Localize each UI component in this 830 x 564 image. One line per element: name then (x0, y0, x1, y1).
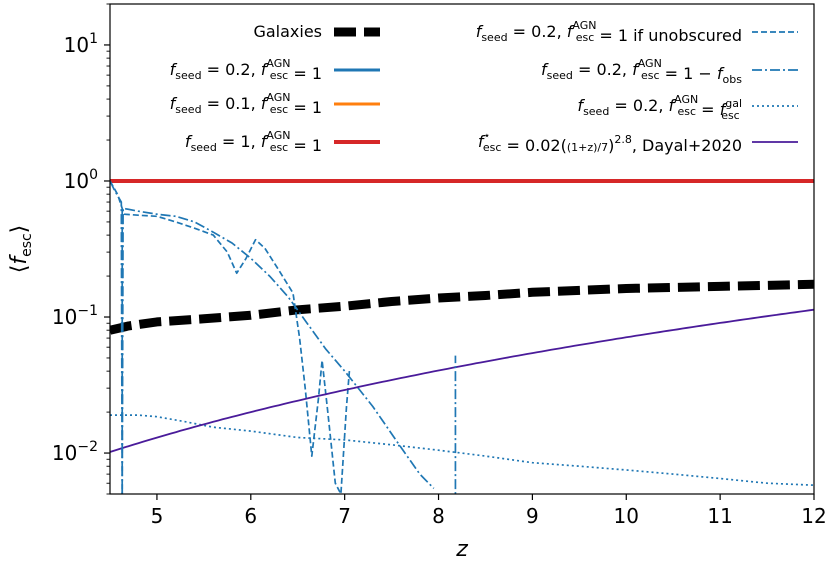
svg-text:⟨fesc⟩: ⟨fesc⟩ (7, 225, 35, 274)
x-tick-label: 10 (614, 504, 639, 528)
legend-label: fseed = 0.2, fAGN esc = 1 (170, 57, 322, 83)
y-tick-label: 100 (64, 167, 98, 193)
series-line-0 (110, 279, 814, 335)
series-layer (110, 179, 814, 494)
legend-label: fseed = 0.2, fAGN esc = 1 if unobscured (476, 19, 742, 45)
legend-entry-5: fseed = 0.2, fAGN esc = 1 − fobs (541, 57, 798, 86)
x-tick-label: 7 (338, 504, 351, 528)
legend-entry-3: fseed = 1, fAGN esc = 1 (185, 129, 380, 155)
x-tick-label: 5 (151, 504, 164, 528)
legend-entry-2: fseed = 0.1, fAGN esc = 1 (170, 91, 380, 117)
legend-entry-7: f⋆ esc = 0.02((1+z)/7)2.8, Dayal+2020 (478, 129, 798, 155)
legend-label: fseed = 0.2, fAGN esc = 1 − fobs (541, 57, 742, 86)
legend-label: Galaxies (253, 22, 322, 41)
legend-entry-4: fseed = 0.2, fAGN esc = 1 if unobscured (476, 19, 798, 45)
y-axis-title: ⟨fesc⟩ (7, 225, 35, 274)
legend-label: f⋆ esc = 0.02((1+z)/7)2.8, Dayal+2020 (478, 129, 742, 155)
y-tick-label: 10−2 (52, 439, 98, 465)
x-tick-label: 8 (432, 504, 445, 528)
legend-entry-0: Galaxies (253, 22, 380, 41)
legend-label: fseed = 0.2, fAGN esc = fgal esc (577, 93, 742, 122)
legend-entry-1: fseed = 0.2, fAGN esc = 1 (170, 57, 380, 83)
x-tick-label: 12 (801, 504, 826, 528)
x-tick-label: 11 (707, 504, 732, 528)
legend-entry-6: fseed = 0.2, fAGN esc = fgal esc (577, 93, 798, 122)
x-tick-label: 9 (526, 504, 539, 528)
series-line-4 (110, 180, 351, 494)
y-tick-label: 101 (64, 31, 98, 57)
axes-layer: 5 6 7 8 9 10 11 12 10−2 10−1 100 101 (52, 3, 827, 528)
series-line-7 (110, 308, 814, 453)
legend-label: fseed = 1, fAGN esc = 1 (185, 129, 322, 155)
series-line-5 (110, 180, 435, 494)
plot-frame (109, 3, 815, 495)
x-axis-title: z (455, 537, 468, 562)
y-tick-label: 10−1 (52, 303, 98, 329)
legend-label: fseed = 0.1, fAGN esc = 1 (170, 91, 322, 117)
legend: Galaxies fseed = 0.2, fAGN esc = 1 fseed = … (170, 19, 798, 155)
series-line-6 (110, 414, 814, 487)
x-tick-label: 6 (244, 504, 257, 528)
